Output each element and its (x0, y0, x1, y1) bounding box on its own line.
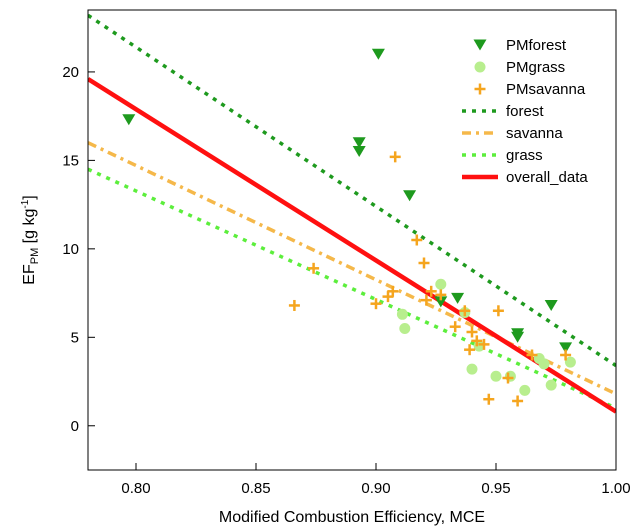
legend: PMforest PMgrass PMsavanna forest savanna gra… (462, 37, 588, 186)
point-pmforest-1 (352, 137, 366, 149)
x-tick-label-4: 1.00 (601, 480, 630, 497)
y-axis-title-main: EF (21, 264, 38, 285)
point-pmsavanna-15 (471, 335, 483, 347)
legend-pmsavanna-label: PMsavanna (506, 81, 586, 98)
legend-forest-label: forest (506, 103, 544, 120)
point-pmforest-6 (451, 292, 465, 304)
x-tick-label-0: 0.80 (121, 480, 150, 497)
point-pmsavanna-17 (483, 393, 495, 405)
y-tick-label-0: 0 (71, 418, 79, 435)
point-pmsavanna-7 (418, 257, 430, 269)
point-pmforest-10 (559, 342, 573, 354)
legend-overall-data-label: overall_data (506, 169, 588, 186)
plot-area (88, 13, 616, 414)
legend-grass-label: grass (506, 147, 543, 164)
y-tick-label-2: 10 (62, 241, 79, 258)
point-pmforest-5 (434, 296, 448, 308)
series-pmsavanna (288, 151, 572, 407)
y-axis-title-unit-close: ] (21, 195, 38, 199)
y-axis-title-unit: [g kg (21, 209, 38, 248)
point-pmsavanna-18 (492, 305, 504, 317)
point-pmgrass-10 (538, 358, 550, 370)
legend-pmgrass-label: PMgrass (506, 59, 565, 76)
point-pmgrass-4 (466, 363, 478, 375)
point-pmsavanna-12 (459, 305, 471, 317)
point-pmsavanna-11 (449, 321, 461, 333)
y-tick-label-1: 5 (71, 329, 79, 346)
point-pmsavanna-0 (288, 299, 300, 311)
data-points (122, 48, 576, 407)
point-pmforest-2 (352, 146, 366, 158)
y-axis-title-sub: PM (29, 248, 41, 265)
point-pmgrass-8 (519, 384, 531, 396)
point-pmsavanna-20 (512, 395, 524, 407)
point-pmgrass-12 (564, 356, 576, 368)
point-pmforest-0 (122, 114, 136, 126)
point-pmsavanna-6 (411, 234, 423, 246)
x-axis-title: Modified Combustion Efficiency, MCE (219, 509, 485, 526)
legend-pmgrass-swatch (474, 61, 486, 73)
point-pmsavanna-9 (425, 285, 437, 297)
plot-frame (87, 9, 617, 471)
point-pmforest-9 (544, 299, 558, 311)
legend-savanna-label: savanna (506, 125, 563, 142)
point-pmgrass-1 (399, 322, 411, 334)
y-axis-title-unit-sup: -1 (20, 199, 31, 208)
point-pmgrass-11 (545, 379, 557, 391)
legend-pmforest-swatch (473, 39, 487, 51)
point-pmsavanna-22 (560, 349, 572, 361)
legend-pmsavanna-swatch (474, 83, 486, 95)
point-pmgrass-7 (504, 370, 516, 382)
point-pmforest-3 (371, 48, 385, 60)
series-pmforest (122, 48, 573, 354)
point-pmsavanna-1 (308, 262, 320, 274)
point-pmsavanna-8 (420, 294, 432, 306)
point-pmforest-4 (403, 190, 417, 202)
y-axis-title: EFPM [g kg-1] (20, 195, 41, 284)
trend-line-savanna (88, 141, 616, 396)
y-tick-label-3: 15 (62, 152, 79, 169)
point-pmgrass-2 (435, 278, 447, 290)
x-tick-label-1: 0.85 (241, 480, 270, 497)
point-pmsavanna-21 (526, 349, 538, 361)
y-axis: 0 5 10 15 20 (62, 64, 95, 435)
point-pmsavanna-13 (464, 344, 476, 356)
point-pmsavanna-10 (435, 289, 447, 301)
point-pmgrass-6 (490, 370, 502, 382)
point-pmforest-8 (511, 331, 525, 343)
x-axis: 0.80 0.85 0.90 0.95 1.00 (121, 463, 631, 497)
point-pmsavanna-4 (387, 285, 399, 297)
point-pmgrass-0 (396, 308, 408, 320)
trend-line-grass (88, 167, 616, 410)
point-pmsavanna-14 (466, 326, 478, 338)
point-pmsavanna-2 (370, 298, 382, 310)
point-pmsavanna-5 (389, 151, 401, 163)
point-pmsavanna-16 (478, 338, 490, 350)
x-tick-label-3: 0.95 (481, 480, 510, 497)
point-pmsavanna-19 (502, 372, 514, 384)
legend-pmforest-label: PMforest (506, 37, 567, 54)
x-tick-label-2: 0.90 (361, 480, 390, 497)
series-pmgrass (396, 278, 576, 396)
y-tick-label-4: 20 (62, 64, 79, 81)
